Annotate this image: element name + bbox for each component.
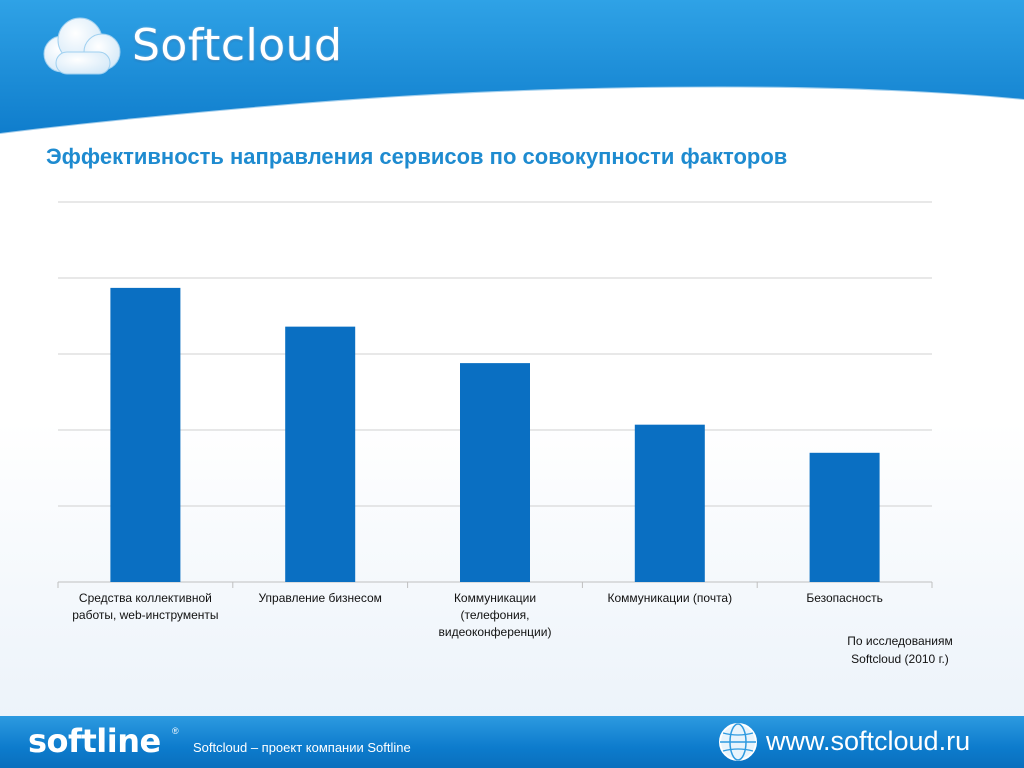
category-label-line: (телефония, bbox=[460, 608, 530, 622]
category-label-4: Коммуникации (почта) bbox=[582, 590, 758, 607]
footer-bar: softline ® Softcloud – проект компании S… bbox=[0, 716, 1024, 768]
globe-icon bbox=[719, 723, 757, 761]
bar-5 bbox=[809, 452, 880, 582]
category-label-line: Средства коллективной bbox=[78, 591, 212, 605]
category-label-5: Безопасность bbox=[757, 590, 933, 607]
category-label-line: Коммуникации (почта) bbox=[607, 591, 733, 605]
category-label-1: Средства коллективной работы, web-инструм… bbox=[57, 590, 233, 624]
bar-1 bbox=[110, 287, 181, 582]
bar-chart: Средства коллективной работы, web-инструм… bbox=[0, 190, 1024, 650]
softline-logo: softline bbox=[28, 722, 161, 760]
chart-plot-area bbox=[57, 201, 933, 588]
bar-3 bbox=[460, 363, 530, 582]
slide-title: Эффективность направления сервисов по со… bbox=[46, 144, 788, 169]
source-note-line2: Softcloud (2010 г.) bbox=[851, 652, 949, 666]
category-label-line: работы, web-инструменты bbox=[72, 608, 219, 622]
brand-name: Softcloud bbox=[132, 20, 343, 71]
header-banner: Softcloud bbox=[0, 0, 1024, 140]
source-note-line1: По исследованиям bbox=[847, 634, 953, 648]
footer-caption: Softcloud – проект компании Softline bbox=[193, 740, 411, 755]
source-note: По исследованиям Softcloud (2010 г.) bbox=[820, 632, 980, 668]
bar-2 bbox=[285, 326, 356, 582]
brand: Softcloud bbox=[40, 14, 370, 80]
category-label-line: Управление бизнесом bbox=[258, 591, 382, 605]
category-label-line: Безопасность bbox=[806, 591, 883, 605]
category-label-3: Коммуникации (телефония, видеоконференции) bbox=[407, 590, 583, 641]
site-url[interactable]: www.softcloud.ru bbox=[766, 726, 971, 756]
category-label-2: Управление бизнесом bbox=[232, 590, 408, 607]
category-label-line: видеоконференции) bbox=[438, 625, 552, 639]
category-label-line: Коммуникации bbox=[453, 591, 537, 605]
header-wave bbox=[0, 0, 1024, 135]
registered-mark: ® bbox=[172, 726, 179, 736]
bar-4 bbox=[634, 424, 705, 582]
cloud-icon bbox=[43, 17, 121, 75]
